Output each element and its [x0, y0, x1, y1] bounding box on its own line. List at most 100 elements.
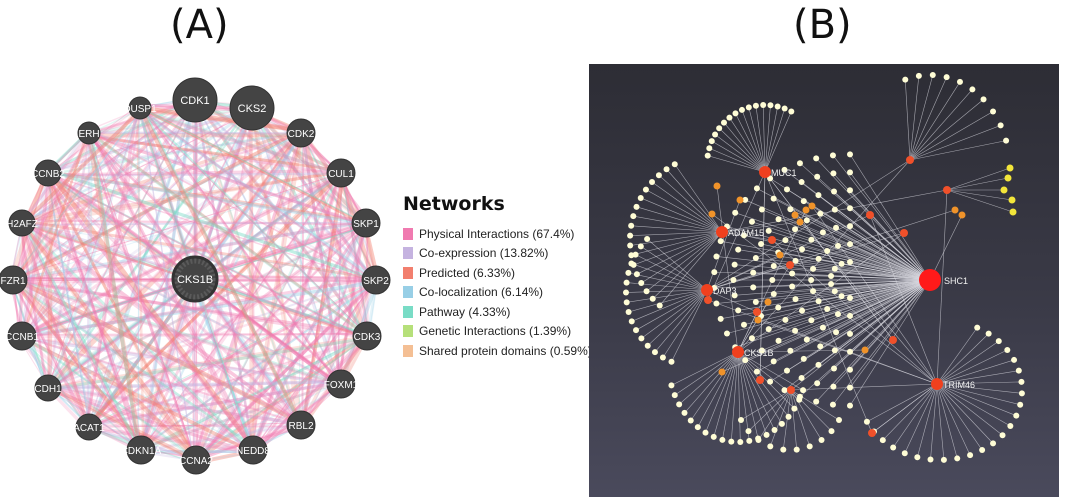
leaf-node[interactable]: [782, 106, 788, 112]
intermediate-node[interactable]: [737, 197, 744, 204]
leaf-node[interactable]: [769, 277, 775, 283]
leaf-node[interactable]: [930, 72, 936, 78]
leaf-node[interactable]: [1007, 165, 1014, 172]
leaf-node[interactable]: [799, 246, 805, 252]
leaf-node[interactable]: [1018, 379, 1024, 385]
leaf-node[interactable]: [830, 170, 836, 176]
leaf-node[interactable]: [775, 304, 781, 310]
leaf-node[interactable]: [741, 322, 747, 328]
leaf-node[interactable]: [1013, 413, 1019, 419]
leaf-node[interactable]: [753, 299, 759, 305]
gene-node[interactable]: SKP1: [352, 209, 380, 237]
leaf-node[interactable]: [634, 271, 640, 277]
leaf-node[interactable]: [781, 387, 787, 393]
intermediate-node[interactable]: [797, 219, 804, 226]
leaf-node[interactable]: [831, 366, 837, 372]
leaf-node[interactable]: [816, 256, 822, 262]
leaf-node[interactable]: [967, 452, 973, 458]
leaf-node[interactable]: [754, 185, 760, 191]
leaf-node[interactable]: [804, 337, 810, 343]
leaf-node[interactable]: [800, 387, 806, 393]
leaf-node[interactable]: [847, 385, 853, 391]
leaf-node[interactable]: [771, 291, 777, 297]
leaf-node[interactable]: [847, 259, 853, 265]
leaf-node[interactable]: [793, 296, 799, 302]
leaf-node[interactable]: [784, 186, 790, 192]
leaf-node[interactable]: [799, 308, 805, 314]
leaf-node[interactable]: [711, 434, 717, 440]
leaf-node[interactable]: [703, 430, 709, 436]
leaf-node[interactable]: [974, 325, 980, 331]
gene-node[interactable]: CKS2: [230, 86, 274, 130]
leaf-node[interactable]: [847, 331, 853, 337]
leaf-node[interactable]: [706, 145, 712, 151]
leaf-node[interactable]: [787, 348, 793, 354]
leaf-node[interactable]: [810, 266, 816, 272]
leaf-node[interactable]: [986, 331, 992, 337]
leaf-node[interactable]: [835, 311, 841, 317]
leaf-node[interactable]: [664, 166, 670, 172]
leaf-node[interactable]: [833, 329, 839, 335]
leaf-node[interactable]: [794, 447, 800, 453]
leaf-node[interactable]: [880, 437, 886, 443]
leaf-node[interactable]: [732, 110, 738, 116]
leaf-node[interactable]: [624, 280, 630, 286]
leaf-node[interactable]: [819, 437, 825, 443]
intermediate-node[interactable]: [868, 429, 876, 437]
leaf-node[interactable]: [847, 169, 853, 175]
intermediate-node[interactable]: [709, 211, 716, 218]
intermediate-node[interactable]: [952, 207, 959, 214]
intermediate-node[interactable]: [777, 252, 784, 259]
intermediate-node[interactable]: [786, 261, 794, 269]
leaf-node[interactable]: [759, 206, 765, 212]
leaf-node[interactable]: [1016, 368, 1022, 374]
leaf-node[interactable]: [820, 325, 826, 331]
intermediate-node[interactable]: [866, 211, 874, 219]
leaf-node[interactable]: [847, 313, 853, 319]
leaf-node[interactable]: [750, 284, 756, 290]
leaf-node[interactable]: [638, 335, 644, 341]
leaf-node[interactable]: [633, 327, 639, 333]
leaf-node[interactable]: [746, 104, 752, 110]
leaf-node[interactable]: [789, 283, 795, 289]
gene-node[interactable]: CDH1: [34, 375, 62, 401]
leaf-node[interactable]: [749, 335, 755, 341]
leaf-node[interactable]: [630, 213, 636, 219]
leaf-node[interactable]: [799, 375, 805, 381]
leaf-node[interactable]: [739, 107, 745, 113]
leaf-node[interactable]: [713, 253, 719, 259]
leaf-node[interactable]: [624, 299, 630, 305]
leaf-node[interactable]: [645, 343, 651, 349]
leaf-node[interactable]: [979, 447, 985, 453]
leaf-node[interactable]: [672, 161, 678, 167]
leaf-node[interactable]: [828, 281, 834, 287]
leaf-node[interactable]: [771, 263, 777, 269]
leaf-node[interactable]: [634, 204, 640, 210]
leaf-node[interactable]: [914, 454, 920, 460]
leaf-node[interactable]: [957, 79, 963, 85]
leaf-node[interactable]: [830, 402, 836, 408]
leaf-node[interactable]: [832, 288, 838, 294]
leaf-node[interactable]: [916, 73, 922, 79]
leaf-node[interactable]: [782, 317, 788, 323]
leaf-node[interactable]: [779, 421, 785, 427]
leaf-node[interactable]: [847, 187, 853, 193]
leaf-node[interactable]: [847, 205, 853, 211]
leaf-node[interactable]: [847, 349, 853, 355]
leaf-node[interactable]: [788, 109, 794, 115]
leaf-node[interactable]: [847, 241, 853, 247]
leaf-node[interactable]: [799, 179, 805, 185]
leaf-node[interactable]: [890, 444, 896, 450]
leaf-node[interactable]: [839, 293, 845, 299]
leaf-node[interactable]: [810, 288, 816, 294]
leaf-node[interactable]: [745, 428, 751, 434]
leaf-node[interactable]: [627, 242, 633, 248]
gene-node[interactable]: CDK1: [173, 78, 217, 122]
leaf-node[interactable]: [638, 280, 644, 286]
leaf-node[interactable]: [713, 301, 719, 307]
leaf-node[interactable]: [730, 277, 736, 283]
leaf-node[interactable]: [944, 74, 950, 80]
leaf-node[interactable]: [824, 306, 830, 312]
gene-node[interactable]: ERH: [78, 122, 100, 144]
leaf-node[interactable]: [735, 247, 741, 253]
